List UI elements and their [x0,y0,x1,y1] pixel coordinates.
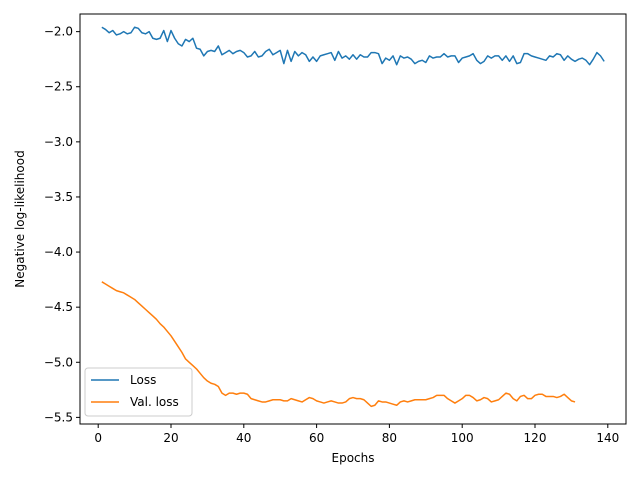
y-tick-label: −3.0 [44,135,73,149]
y-axis: −2.0 −2.5 −3.0 −3.5 −4.0 −4.5 −5.0 −5.5 [44,25,80,424]
x-tick-label: 40 [236,431,251,445]
x-axis: 0 20 40 60 80 100 120 140 [94,424,619,445]
y-tick-label: −4.5 [44,300,73,314]
y-tick-label: −5.0 [44,355,73,369]
x-tick-label: 0 [94,431,102,445]
x-tick-label: 120 [524,431,547,445]
plot-frame [79,13,627,425]
y-axis-title: Negative log-likelihood [13,150,27,287]
x-axis-title: Epochs [332,451,375,465]
x-tick-label: 80 [382,431,397,445]
legend-label-loss: Loss [130,373,156,387]
x-tick-label: 140 [596,431,619,445]
plot-lines [101,26,605,408]
y-tick-label: −2.5 [44,80,73,94]
legend: Loss Val. loss [84,367,193,417]
y-tick-label: −2.0 [44,25,73,39]
series-line-val-loss [101,281,576,408]
legend-label-val-loss: Val. loss [130,395,179,409]
series-line-loss [101,26,605,66]
y-tick-label: −3.5 [44,190,73,204]
x-tick-label: 20 [163,431,178,445]
x-tick-label: 100 [451,431,474,445]
y-tick-label: −5.5 [44,410,73,424]
x-tick-label: 60 [309,431,324,445]
y-tick-label: −4.0 [44,245,73,259]
